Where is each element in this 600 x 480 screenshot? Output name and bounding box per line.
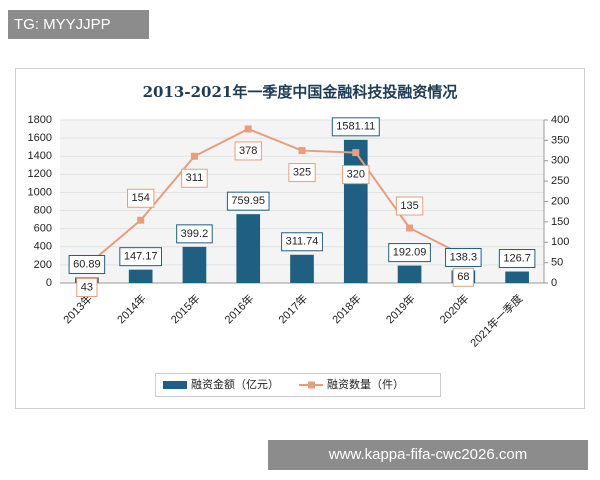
data-label: 147.17 <box>124 251 158 263</box>
data-label: 192.09 <box>393 247 427 259</box>
data-label: 138.3 <box>450 251 478 263</box>
data-label-box <box>331 117 380 137</box>
data-label-box <box>234 141 262 161</box>
bar <box>236 214 261 283</box>
y-tick-label: 1600 <box>28 132 52 144</box>
data-label: 1581.11 <box>336 121 375 133</box>
data-label-box <box>181 168 208 188</box>
data-label-box <box>342 165 370 185</box>
line-marker <box>190 152 198 160</box>
legend-label: 融资数量（件） <box>327 378 404 391</box>
data-label: 325 <box>293 166 311 178</box>
y2-tick-label: 350 <box>551 134 569 146</box>
watermark-text: www.kappa-fifa-cwc2026.com <box>328 446 527 463</box>
data-label-box <box>395 196 424 216</box>
data-label: 126.7 <box>503 252 531 264</box>
data-label: 759.95 <box>231 195 265 207</box>
data-label-box <box>119 247 162 267</box>
y2-tick-label: 250 <box>551 175 569 187</box>
line-marker <box>298 147 306 155</box>
data-label: 311.74 <box>286 236 319 248</box>
data-label-box <box>388 243 431 263</box>
data-label: 399.2 <box>181 228 209 240</box>
bar <box>505 271 529 283</box>
chart-title: 2013-2021年一季度中国金融科技投融资情况 <box>143 83 458 101</box>
data-label-box <box>445 247 482 267</box>
y-tick-label: 800 <box>34 204 52 216</box>
data-label: 378 <box>239 145 257 157</box>
line-marker <box>244 125 252 133</box>
y2-tick-label: 100 <box>551 236 569 248</box>
data-label-box <box>68 254 106 274</box>
data-label-box <box>452 267 474 287</box>
data-label: 43 <box>81 281 93 293</box>
y-tick-label: 400 <box>34 241 52 253</box>
watermark-box <box>268 440 588 470</box>
y-tick-label: 1400 <box>28 150 52 162</box>
y-tick-label: 1000 <box>28 186 52 198</box>
line-marker <box>137 216 145 224</box>
bar <box>343 139 368 283</box>
data-label-box <box>176 224 213 244</box>
bar <box>397 265 422 283</box>
line-marker <box>352 149 360 157</box>
y2-tick-label: 300 <box>551 155 569 167</box>
bar <box>128 269 153 283</box>
y2-tick-label: 50 <box>551 257 563 269</box>
y-tick-label: 200 <box>34 259 52 271</box>
watermark-box <box>8 10 149 39</box>
data-label-box <box>226 191 270 211</box>
legend-swatch <box>308 381 315 389</box>
y-tick-label: 1200 <box>28 168 52 180</box>
bar <box>182 246 207 283</box>
y2-tick-label: 150 <box>551 216 569 228</box>
y2-tick-label: 400 <box>551 114 569 126</box>
data-label: 135 <box>400 200 418 212</box>
line-marker <box>406 224 414 232</box>
data-label: 60.89 <box>73 258 101 270</box>
data-label-box <box>76 277 98 297</box>
data-label-box <box>288 163 316 183</box>
y-tick-label: 600 <box>34 223 52 235</box>
watermark-text: TG: MYYJJPP <box>14 16 111 33</box>
y2-tick-label: 0 <box>551 277 557 289</box>
data-label-box <box>281 232 323 252</box>
data-label-box <box>126 188 155 208</box>
bar <box>290 254 314 283</box>
data-label-box <box>498 249 536 269</box>
legend-swatch <box>163 381 187 389</box>
data-label: 320 <box>347 169 365 181</box>
legend-label: 融资金额（亿元） <box>191 377 279 391</box>
y2-tick-label: 200 <box>551 195 569 207</box>
data-label: 154 <box>131 192 149 204</box>
legend-box <box>155 373 441 397</box>
y-tick-label: 1800 <box>28 114 52 126</box>
data-label: 68 <box>457 271 469 283</box>
y-tick-label: 0 <box>46 277 52 289</box>
data-label: 311 <box>186 172 204 184</box>
